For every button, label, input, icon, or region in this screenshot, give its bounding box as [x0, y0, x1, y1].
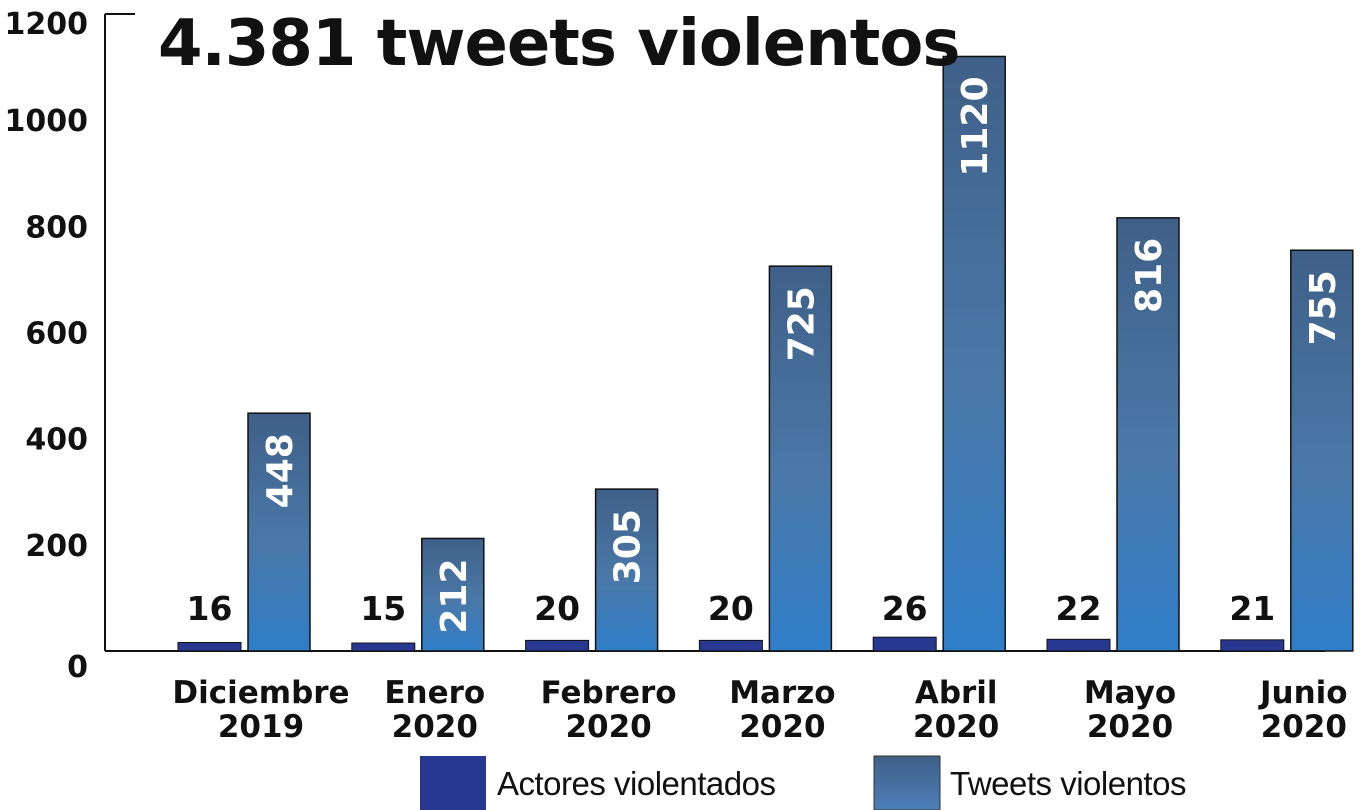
data-label-actores-5: 22 [1056, 589, 1102, 628]
chart-title: 4.381 tweets violentos [158, 7, 959, 81]
y-tick-label-800: 800 [25, 210, 88, 245]
bar-tweets-3 [768, 265, 833, 652]
bar-actores-4 [872, 636, 937, 652]
x-category-year-5: 2020 [1087, 709, 1173, 745]
data-label-actores-0: 16 [187, 589, 233, 628]
x-category-label-6: Junio [1258, 675, 1348, 711]
x-category-year-4: 2020 [913, 709, 999, 745]
data-label-tweets-3: 725 [781, 286, 822, 361]
bar-actores-2 [525, 639, 590, 652]
bar-tweets-4 [942, 55, 1006, 652]
data-label-actores-6: 21 [1229, 589, 1275, 628]
x-category-year-0: 2019 [218, 709, 304, 745]
x-category-labels: Diciembre2019Enero2020Febrero2020Marzo20… [172, 675, 1347, 745]
x-category-label-3: Marzo [729, 675, 835, 711]
bar-actores-3 [698, 639, 763, 652]
x-category-label-0: Diciembre [172, 675, 349, 711]
x-category-year-1: 2020 [392, 709, 478, 745]
bar-tweets-0 [247, 412, 311, 652]
data-label-actores-1: 15 [360, 589, 406, 628]
data-labels: 16 448 15 212 20 305 20 725 26 1120 22 816 21 755 [187, 76, 1344, 633]
y-tick-labels: 0 200 400 600 800 1000 1200 [5, 7, 89, 685]
y-tick-label-200: 200 [25, 529, 88, 564]
data-label-tweets-6: 755 [1303, 270, 1344, 345]
bar-actores-6 [1220, 639, 1285, 652]
y-tick-label-1000: 1000 [5, 104, 89, 139]
bar-tweets-2 [594, 488, 659, 652]
data-label-actores-2: 20 [534, 589, 580, 628]
legend-swatch-tweets [873, 755, 941, 810]
bar-actores-1 [351, 642, 416, 652]
y-tick-label-1200: 1200 [5, 7, 89, 42]
bar-tweets-6 [1290, 249, 1354, 652]
x-category-year-3: 2020 [739, 709, 825, 745]
legend: Actores violentados Tweets violentos [420, 755, 1186, 810]
x-category-label-5: Mayo [1084, 675, 1176, 711]
data-label-actores-3: 20 [708, 589, 754, 628]
x-category-label-1: Enero [384, 675, 485, 711]
bar-actores-5 [1046, 638, 1111, 652]
x-category-label-4: Abril [915, 675, 998, 711]
data-label-tweets-1: 212 [434, 558, 475, 633]
bar-actores-0 [177, 642, 242, 652]
series-tweets-violentos [247, 55, 1354, 652]
data-label-actores-4: 26 [882, 589, 928, 628]
legend-label-tweets: Tweets violentos [950, 765, 1186, 802]
data-label-tweets-0: 448 [260, 433, 301, 508]
y-axis [104, 13, 135, 651]
legend-label-actores: Actores violentados [497, 765, 776, 802]
x-category-label-2: Febrero [541, 675, 677, 711]
y-tick-label-400: 400 [25, 423, 88, 458]
x-category-year-6: 2020 [1261, 709, 1347, 745]
y-tick-label-0: 0 [67, 650, 88, 685]
y-tick-label-600: 600 [25, 317, 88, 352]
x-category-year-2: 2020 [565, 709, 651, 745]
bar-tweets-5 [1116, 217, 1180, 652]
data-label-tweets-4: 1120 [955, 76, 996, 176]
series-actores-violentados [177, 636, 1285, 652]
data-label-tweets-2: 305 [608, 509, 649, 584]
bar-tweets-1 [421, 537, 485, 652]
data-label-tweets-5: 816 [1129, 238, 1170, 313]
legend-swatch-actores [420, 756, 486, 810]
